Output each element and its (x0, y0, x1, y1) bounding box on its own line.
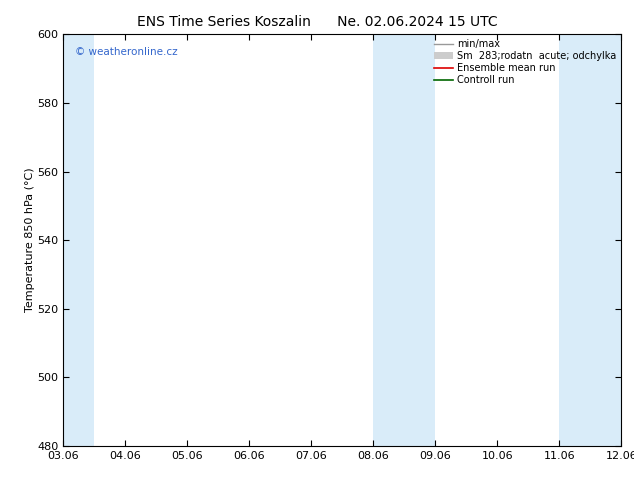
Text: © weatheronline.cz: © weatheronline.cz (75, 47, 177, 57)
Bar (63, 34, 94, 446)
Bar (373, 34, 436, 446)
Text: ENS Time Series Koszalin      Ne. 02.06.2024 15 UTC: ENS Time Series Koszalin Ne. 02.06.2024 … (137, 15, 497, 29)
Legend: min/max, Sm  283;rodatn  acute; odchylka, Ensemble mean run, Controll run: min/max, Sm 283;rodatn acute; odchylka, … (432, 37, 618, 87)
Y-axis label: Temperature 850 hPa (°C): Temperature 850 hPa (°C) (25, 168, 34, 313)
Bar (559, 34, 621, 446)
